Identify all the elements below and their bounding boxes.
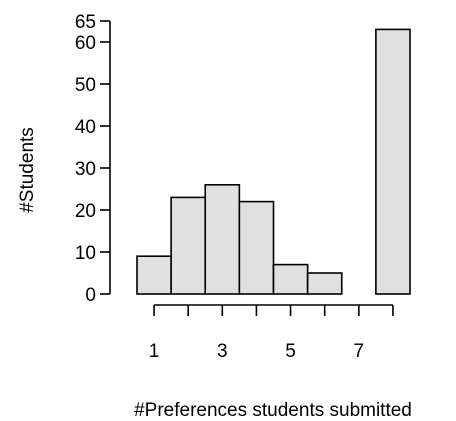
y-tick-label-65: 65 — [75, 12, 96, 33]
histogram-bar-8 — [375, 28, 411, 295]
x-tick-label-1: 1 — [149, 341, 160, 362]
histogram-bar-5 — [272, 263, 309, 295]
x-tick-label-3: 3 — [217, 341, 228, 362]
y-tick-label-20: 20 — [75, 201, 96, 222]
y-tick-label-60: 60 — [75, 33, 96, 54]
y-tick-label-40: 40 — [75, 117, 96, 138]
y-tick-label-10: 10 — [75, 243, 96, 264]
x-axis: 1 3 5 7 — [149, 304, 394, 362]
x-axis-label: #Preferences students submitted — [134, 400, 412, 421]
histogram-bar-4 — [238, 200, 275, 295]
histogram-bar-1 — [136, 255, 172, 295]
y-axis-label: #Students — [17, 127, 38, 213]
x-tick-label-7: 7 — [354, 341, 365, 362]
histogram-bar-3 — [204, 184, 241, 295]
y-tick-label-30: 30 — [75, 159, 96, 180]
y-tick-label-0: 0 — [85, 285, 96, 306]
y-tick-label-50: 50 — [75, 75, 96, 96]
histogram-bar-2 — [170, 196, 207, 295]
x-tick-label-5: 5 — [285, 341, 296, 362]
bars-group — [136, 28, 411, 295]
histogram-bar-6 — [306, 272, 343, 295]
